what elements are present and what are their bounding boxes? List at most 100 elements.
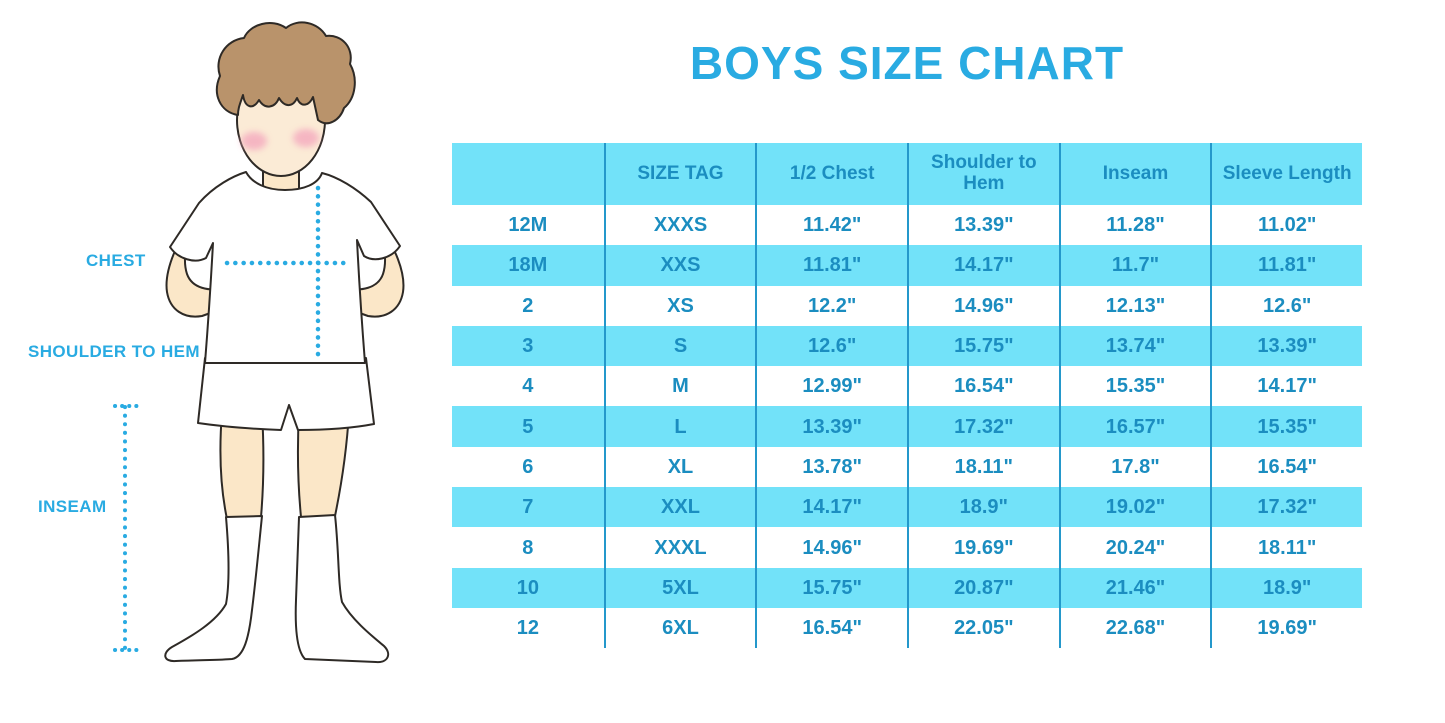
table-cell: 16.57" (1058, 406, 1211, 447)
chest-label: CHEST (86, 251, 146, 270)
table-cell: 7 (522, 496, 534, 519)
table-cell: 11.42" (755, 205, 907, 246)
table-row: 4 M 12.99" 16.54" 15.35" 14.17" (452, 366, 1362, 407)
table-cell: 16.54" (907, 366, 1059, 407)
table-cell: 11.02" (1210, 205, 1362, 246)
table-cell: XXXS (603, 205, 756, 246)
table-cell: 21.46" (1058, 567, 1211, 608)
table-cell: 13.39" (907, 205, 1059, 246)
table-row: 2 XS 12.2" 14.96" 12.13" 12.6" (452, 285, 1362, 326)
column-header: 1/2 Chest (755, 143, 907, 205)
table-cell: 17.8" (1058, 446, 1211, 488)
table-cell: 8 (522, 536, 534, 559)
table-cell: 15.75" (755, 567, 907, 608)
table-cell: 14.96" (755, 527, 907, 568)
table-cell: 11.81" (1210, 245, 1362, 286)
table-cell: 18M (508, 254, 548, 277)
table-cell: 19.69" (1210, 607, 1362, 649)
table-row: 5 L 13.39" 17.32" 16.57" 15.35" (452, 406, 1362, 447)
table-cell: 6XL (603, 607, 756, 649)
boy-illustration (113, 21, 405, 664)
table-row: 12 6XL 16.54" 22.05" 22.68" 19.69" (452, 607, 1362, 649)
table-cell: 16.54" (755, 607, 907, 649)
table-row: 6 XL 13.78" 18.11" 17.8" 16.54" (452, 446, 1362, 488)
table-cell: XS (603, 285, 756, 326)
column-header: SIZE TAG (603, 143, 756, 205)
table-cell: 5XL (603, 567, 756, 608)
table-cell: XXXL (603, 527, 756, 568)
table-cell: 10 (516, 576, 539, 599)
boy-sock-right (294, 514, 390, 664)
table-row: 12M XXXS 11.42" 13.39" 11.28" 11.02" (452, 205, 1362, 246)
table-cell: 12 (516, 617, 539, 640)
shoulder-to-hem-label: SHOULDER TO HEM (28, 342, 200, 361)
table-cell: 18.9" (1210, 567, 1362, 608)
boy-sock-left (164, 515, 263, 663)
table-cell: 22.05" (907, 607, 1059, 649)
table-cell: 2 (522, 294, 534, 317)
table-row: 7 XXL 14.17" 18.9" 19.02" 17.32" (452, 487, 1362, 528)
table-cell: 16.54" (1210, 446, 1362, 488)
table-cell: 12M (508, 214, 548, 237)
table-cell: 4 (522, 375, 534, 398)
table-cell: 13.78" (755, 446, 907, 488)
table-cell: 15.35" (1058, 366, 1211, 407)
table-cell: 17.32" (1210, 487, 1362, 528)
table-cell: 3 (522, 335, 534, 358)
table-cell: 18.11" (1210, 527, 1362, 568)
table-cell: XXS (603, 245, 756, 286)
table-cell: 19.02" (1058, 487, 1211, 528)
table-cell: 14.96" (907, 285, 1059, 326)
table-cell: 12.99" (755, 366, 907, 407)
table-cell: 12.13" (1058, 285, 1211, 326)
table-cell: 14.17" (755, 487, 907, 528)
table-cell: 11.81" (755, 245, 907, 286)
table-cell: L (603, 406, 756, 447)
table-cell: 14.17" (1210, 366, 1362, 407)
table-cell: 17.32" (907, 406, 1059, 447)
size-table: SIZE TAG 1/2 Chest Shoulder to Hem Inseam Sl… (452, 143, 1362, 649)
table-cell: 20.87" (907, 567, 1059, 608)
column-header: Shoulder to Hem (907, 143, 1059, 205)
table-cell: 22.68" (1058, 607, 1211, 649)
page-title: BOYS SIZE CHART (689, 37, 1125, 89)
table-cell: 19.69" (907, 527, 1059, 568)
size-table-header: SIZE TAG 1/2 Chest Shoulder to Hem Inseam Sl… (452, 143, 1362, 205)
table-cell: 12.6" (755, 325, 907, 367)
table-cell: XXL (603, 487, 756, 528)
measurement-figure: CHEST SHOULDER TO HEM INSEAM (0, 0, 460, 723)
table-row: 10 5XL 15.75" 20.87" 21.46" 18.9" (452, 567, 1362, 608)
table-cell: 11.7" (1058, 245, 1211, 286)
table-cell: 13.39" (755, 406, 907, 447)
column-header: Inseam (1058, 143, 1211, 205)
column-header: Sleeve Length (1210, 143, 1362, 205)
inseam-label: INSEAM (38, 497, 107, 516)
table-cell: 15.35" (1210, 406, 1362, 447)
table-cell: 11.28" (1058, 205, 1211, 246)
table-row: 18M XXS 11.81" 14.17" 11.7" 11.81" (452, 245, 1362, 286)
table-cell: 18.9" (907, 487, 1059, 528)
table-cell: 13.74" (1058, 325, 1211, 367)
table-cell: 12.2" (755, 285, 907, 326)
table-cell: 6 (522, 455, 534, 478)
boy-shirt (169, 171, 401, 364)
size-table-body: 12M XXXS 11.42" 13.39" 11.28" 11.02" 18M XXS 11.… (452, 205, 1362, 649)
table-cell: S (603, 325, 756, 367)
table-cell: 18.11" (907, 446, 1059, 488)
boy-hair (215, 21, 356, 125)
table-cell: M (603, 366, 756, 407)
table-cell: 5 (522, 415, 534, 438)
table-cell: 20.24" (1058, 527, 1211, 568)
table-cell: 14.17" (907, 245, 1059, 286)
table-cell: 15.75" (907, 325, 1059, 367)
table-row: 3 S 12.6" 15.75" 13.74" 13.39" (452, 325, 1362, 367)
column-header (452, 143, 604, 205)
table-cell: 13.39" (1210, 325, 1362, 367)
boy-shorts (197, 357, 375, 431)
table-row: 8 XXXL 14.96" 19.69" 20.24" 18.11" (452, 527, 1362, 568)
boy-cheek-left (241, 132, 267, 150)
table-cell: 12.6" (1210, 285, 1362, 326)
table-cell: XL (603, 446, 756, 488)
boy-cheek-right (293, 129, 319, 147)
